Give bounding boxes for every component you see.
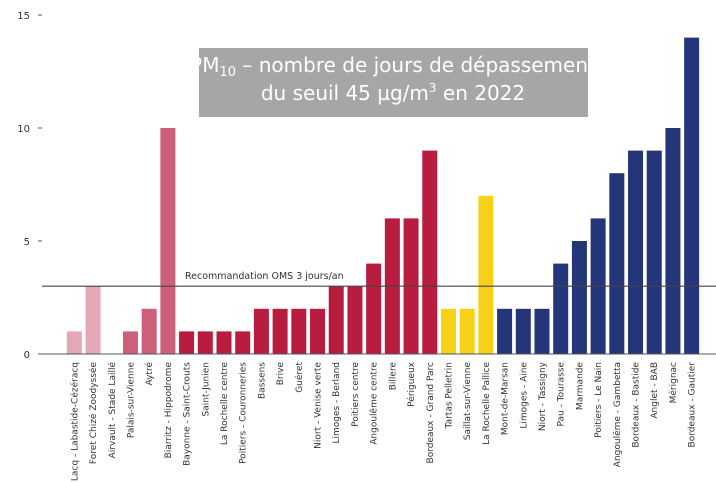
bar <box>122 331 138 354</box>
x-tick-label: Lacq - Labastide-Cézéracq <box>69 362 80 481</box>
bar <box>366 263 382 354</box>
x-tick-label: Poitiers - Le Nain <box>594 362 604 438</box>
x-tick-label: Pau - Tourasse <box>557 362 567 427</box>
x-tick-label: Palais-sur-Vienne <box>126 362 136 439</box>
x-tick-label: Foret Chizé Zoodyssée <box>88 362 99 465</box>
chart-title: PM10 – nombre de jours de dépassement <box>190 53 596 80</box>
x-tick-label: Bordeaux - Grand Parc <box>426 362 436 463</box>
bar <box>534 308 550 354</box>
y-tick-label: 15 <box>17 11 30 22</box>
bar <box>66 331 82 354</box>
x-tick-label: Aytré <box>144 362 155 386</box>
title-part: 3 <box>429 81 437 95</box>
x-tick-label: Angoulême - Gambetta <box>612 362 623 467</box>
bar <box>310 308 326 354</box>
title-box <box>199 48 588 117</box>
bar <box>497 308 513 354</box>
x-tick-label: Limoges - Aine <box>519 362 529 429</box>
y-tick-label: 0 <box>24 350 30 361</box>
x-tick-label: Saint-Junien <box>201 362 211 417</box>
title-part: 10 <box>219 65 236 80</box>
bar <box>646 150 662 354</box>
title-part: du seuil 45 µg/m <box>261 81 429 105</box>
x-tick-label: Bordeaux - Gautier <box>688 362 698 448</box>
x-tick-label: Bassens <box>257 362 267 399</box>
x-tick-label: Angoulême centre <box>369 362 380 445</box>
title-part: PM <box>190 53 219 77</box>
x-tick-label: La Rochelle Pallice <box>482 362 492 445</box>
title-part: en 2022 <box>437 81 526 105</box>
x-tick-label: Périgueux <box>406 361 417 407</box>
reference-label: Recommandation OMS 3 jours/an <box>185 271 344 282</box>
x-tick-label: Marmande <box>575 362 585 411</box>
x-tick-label: Airvault - Stade Laillé <box>107 362 118 459</box>
x-tick-label: Anglet - BAB <box>650 362 660 419</box>
x-tick-label: Tartas Pelletrin <box>444 362 454 429</box>
bar <box>179 331 195 354</box>
title-part: – nombre de jours de dépassement <box>236 53 596 77</box>
bar <box>347 286 363 354</box>
x-tick-label: Niort - Tassigny <box>538 361 548 431</box>
bar <box>85 286 101 354</box>
x-tick-label: Billere <box>388 362 398 391</box>
bar <box>478 195 494 354</box>
bar <box>197 331 213 354</box>
x-tick-label: Bayonne - Saint-Crouts <box>183 362 193 466</box>
x-tick-label: Saillat-sur-Vienne <box>463 362 473 441</box>
bar <box>665 128 681 354</box>
bar <box>291 308 307 354</box>
bar <box>235 331 251 354</box>
x-tick-label: Poitiers centre <box>351 362 361 427</box>
x-tick-label: Brive <box>276 362 286 386</box>
x-tick-label: Limoges - Berland <box>332 362 342 444</box>
bar <box>141 308 157 354</box>
x-tick-label: Mérignac <box>668 362 679 403</box>
bar <box>422 150 438 354</box>
bar <box>609 173 625 354</box>
bar <box>160 128 176 354</box>
bar <box>628 150 644 354</box>
bar <box>553 263 569 354</box>
bar <box>571 241 587 354</box>
bar <box>515 308 531 354</box>
x-tick-label: Niort - Venise verte <box>314 362 324 449</box>
bar <box>684 37 700 354</box>
bar <box>328 286 344 354</box>
chart-title: du seuil 45 µg/m3 en 2022 <box>261 81 525 105</box>
y-tick-label: 10 <box>17 124 30 135</box>
x-tick-label: La Rochelle centre <box>220 362 230 446</box>
x-tick-label: Biarritz - Hippodrome <box>164 362 174 459</box>
x-tick-label: Bordeaux - Bastide <box>632 362 642 448</box>
bar <box>253 308 269 354</box>
x-tick-label: Guéret <box>294 362 305 393</box>
bar <box>216 331 232 354</box>
bar <box>272 308 288 354</box>
bar <box>459 308 475 354</box>
x-tick-label: Mont-de-Marsan <box>501 362 511 435</box>
y-tick-label: 5 <box>24 237 30 248</box>
x-tick-label: Poitiers - Couronneries <box>239 362 249 464</box>
bar <box>440 308 456 354</box>
